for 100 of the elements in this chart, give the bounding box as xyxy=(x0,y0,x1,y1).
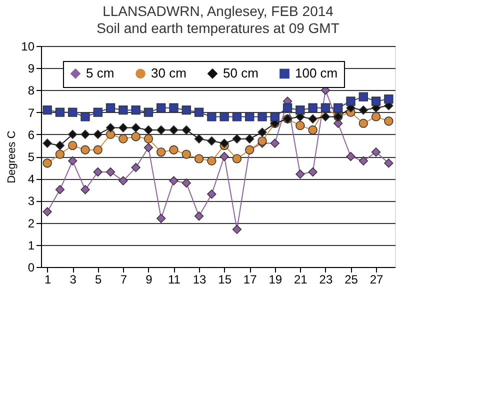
point xyxy=(106,130,116,139)
point xyxy=(270,112,280,122)
point xyxy=(55,140,65,150)
point xyxy=(346,152,356,162)
point xyxy=(358,106,368,115)
point xyxy=(245,112,254,122)
point xyxy=(42,207,52,216)
point xyxy=(182,106,191,115)
y-tick-label: 7 xyxy=(28,106,35,120)
point xyxy=(106,167,116,177)
point xyxy=(346,96,356,106)
y-tick-label: 1 xyxy=(28,238,35,252)
point xyxy=(258,112,267,122)
point xyxy=(270,138,280,148)
point xyxy=(308,114,318,124)
point xyxy=(232,224,242,234)
point xyxy=(93,145,102,154)
point xyxy=(93,108,102,117)
point xyxy=(68,108,78,117)
point xyxy=(42,158,52,168)
legend-label: 50 cm xyxy=(223,66,258,81)
x-tick-label: 27 xyxy=(370,272,384,286)
point xyxy=(232,154,242,164)
y-tick-label: 8 xyxy=(28,84,35,98)
point xyxy=(80,145,90,154)
point xyxy=(68,130,78,139)
point xyxy=(169,176,178,186)
point xyxy=(80,130,90,139)
x-tick-label: 11 xyxy=(168,272,181,286)
point xyxy=(384,94,394,104)
y-tick-label: 3 xyxy=(28,194,35,208)
point xyxy=(106,123,116,132)
point xyxy=(194,134,204,144)
x-tick-label: 1 xyxy=(44,272,52,286)
x-tick-label: 21 xyxy=(294,272,308,286)
point xyxy=(371,96,381,106)
x-tick-label: 13 xyxy=(192,272,207,286)
point xyxy=(194,154,204,164)
x-tick-label: 19 xyxy=(268,272,282,286)
point xyxy=(220,152,229,162)
point xyxy=(131,162,140,172)
y-tick-label: 2 xyxy=(28,216,35,230)
point xyxy=(131,132,140,142)
x-tick-label: 7 xyxy=(120,272,128,286)
point xyxy=(42,106,52,115)
point xyxy=(42,138,52,148)
point xyxy=(371,112,381,122)
point xyxy=(358,156,368,166)
point xyxy=(384,158,394,168)
point xyxy=(207,112,216,122)
x-tick-label: 5 xyxy=(95,272,102,286)
y-tick-label: 6 xyxy=(28,128,35,142)
point xyxy=(169,103,178,112)
point xyxy=(169,145,178,154)
point xyxy=(207,189,216,199)
point xyxy=(144,125,154,135)
point xyxy=(93,130,102,139)
point xyxy=(144,134,154,144)
point xyxy=(296,170,305,179)
point xyxy=(220,138,229,148)
point xyxy=(182,178,191,188)
y-tick-label: 5 xyxy=(28,150,35,164)
point xyxy=(131,106,140,115)
point xyxy=(282,103,292,112)
legend-label: 30 cm xyxy=(151,66,186,81)
point xyxy=(80,112,90,122)
point xyxy=(131,123,140,132)
point xyxy=(220,112,229,122)
point xyxy=(232,112,242,122)
y-axis-title: Degrees C xyxy=(6,130,18,184)
point xyxy=(156,103,166,112)
point xyxy=(232,134,242,144)
point xyxy=(258,128,267,137)
point xyxy=(308,125,318,135)
x-tick-label: 3 xyxy=(70,272,77,286)
point xyxy=(80,185,90,194)
chart-title: LLANSADWRN, Anglesey, FEB 2014 xyxy=(102,3,334,19)
point xyxy=(207,156,216,166)
y-tick-label: 10 xyxy=(21,40,35,54)
x-tick-label: 15 xyxy=(218,272,232,286)
point xyxy=(156,148,166,157)
point xyxy=(384,116,394,126)
chart-subtitle: Soil and earth temperatures at 09 GMT xyxy=(96,20,340,36)
point xyxy=(68,156,78,166)
point xyxy=(144,143,154,152)
point xyxy=(93,167,102,177)
legend-label: 5 cm xyxy=(86,66,114,81)
point xyxy=(156,125,166,135)
point xyxy=(371,147,381,157)
point xyxy=(296,106,305,115)
point xyxy=(245,134,254,144)
y-tick-label: 0 xyxy=(28,260,35,274)
legend-label: 100 cm xyxy=(295,66,338,81)
point xyxy=(55,108,65,117)
point xyxy=(194,212,204,221)
y-tick-label: 9 xyxy=(28,62,35,76)
point xyxy=(68,140,78,150)
point xyxy=(182,125,191,135)
point xyxy=(320,112,330,122)
point xyxy=(308,167,318,177)
